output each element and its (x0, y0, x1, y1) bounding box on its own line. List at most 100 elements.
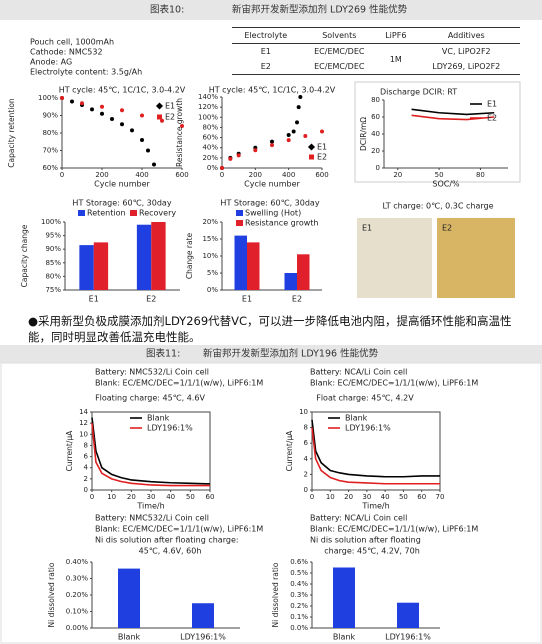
legend-label: LDY196:1% (345, 424, 391, 433)
point (286, 133, 291, 138)
x-tick-label: 50 (435, 171, 444, 179)
table-cell: VC, LiPO2F2 (441, 47, 491, 56)
y-tick-label: 0.4% (290, 580, 308, 588)
photo-title: LT charge: 0℃, 0.3C charge (382, 202, 493, 211)
legend-label: Blank (147, 414, 170, 423)
y-tick-label: 100% (198, 113, 218, 121)
y-tick-label: 60% (202, 134, 218, 142)
y-tick-label: 0.40% (66, 558, 89, 566)
y-tick-label: 2 (84, 475, 88, 483)
y-tick-label: 10 (79, 430, 88, 438)
y-tick-label: 0.2% (290, 602, 308, 610)
cell-info: Electrolyte content: 3.5g/Ah (30, 68, 142, 77)
table-header: Electrolyte (232, 27, 300, 44)
x-tick-label: 0 (60, 171, 64, 179)
y-tick-label: 4 (84, 464, 89, 472)
point (220, 166, 224, 170)
legend-label: E1 (317, 143, 327, 152)
x-tick-label: 10 (107, 493, 116, 501)
y-tick-label: 70% (42, 147, 58, 155)
y-tick-label: 20 (371, 147, 380, 155)
bar (79, 245, 94, 290)
y-tick-label: 40 (371, 130, 380, 138)
point (100, 104, 104, 109)
series-line (411, 108, 495, 116)
point (60, 96, 64, 100)
x-tick-label: 400 (282, 171, 295, 179)
table-cell: 1M (379, 43, 413, 75)
point (110, 117, 114, 121)
point (291, 129, 296, 134)
x-tick-label: 10 (326, 493, 335, 501)
chart-note: Blank: EC/EMC/DEC=1/1/1(w/w), LiPF6:1M (310, 525, 478, 534)
chart-note: Ni dis solution after floating charge: (95, 536, 239, 545)
y-tick-label: 5% (207, 269, 218, 277)
x-tick-label: 0 (220, 171, 224, 179)
chart-note: Battery: NCA/Li Coin cell (310, 368, 407, 377)
x-tick-label: LDY196:1% (385, 633, 431, 642)
y-tick-label: 15% (202, 235, 218, 243)
y-tick-label: 20% (202, 218, 218, 226)
y-tick-label: 8 (304, 424, 308, 432)
legend-marker (307, 143, 316, 151)
x-tick-label: Blank (118, 633, 141, 642)
point (320, 129, 324, 134)
point (146, 148, 150, 153)
y-tick-label: 95% (45, 232, 61, 240)
table-cell: EC/EMC/DEC (299, 59, 380, 75)
point (270, 143, 274, 148)
chart-note: Battery: NMC532/Li Coin cell (95, 514, 209, 523)
y-axis-label: Change rate (185, 232, 194, 279)
table-header: LiPF6 (379, 27, 413, 44)
photo-label: E2 (442, 224, 452, 233)
y-axis-label: Current/μA (65, 430, 74, 471)
x-tick-label: E1 (242, 295, 252, 304)
x-tick-label: 50 (399, 493, 408, 501)
legend-marker (236, 210, 243, 216)
y-tick-label: 40% (202, 144, 218, 152)
legend-marker (78, 210, 85, 216)
cell-info: Cathode: NMC532 (30, 48, 103, 57)
x-tick-label: 40 (166, 493, 175, 501)
y-tick-label: 2 (304, 470, 308, 478)
point (270, 139, 274, 144)
x-tick-label: 40 (381, 493, 390, 501)
chart-title: Float charge: 45℃, 4.2V (316, 394, 414, 403)
chart-note: Ni dis solution after floating (310, 536, 421, 545)
legend-marker (309, 154, 314, 160)
chart-note: Blank: EC/EMC/DEC=1/1/1(w/w), LiPF6:1M (95, 379, 263, 388)
y-tick-label: 0.10% (66, 608, 89, 616)
legend-label: LDY196:1% (147, 424, 193, 433)
y-tick-label: 90% (45, 245, 61, 253)
legend-label: Recovery (139, 209, 176, 218)
y-tick-label: 140% (198, 93, 218, 101)
point (140, 113, 144, 118)
x-tick-label: 70 (436, 493, 445, 501)
chart-title: HT Storage: 60℃, 30day (72, 199, 171, 208)
y-tick-label: 0.1% (290, 613, 308, 621)
y-axis-label: DCIR/mΩ (359, 117, 368, 151)
y-tick-label: 14 (79, 408, 88, 416)
y-axis-label: Ni dissolved ratio (47, 562, 56, 627)
x-tick-label: E2 (146, 295, 156, 304)
legend-label: E2 (487, 114, 497, 123)
point (180, 124, 184, 128)
point (90, 107, 94, 112)
y-axis-label: Resistance growth (175, 98, 184, 167)
chart-note: Battery: NCA/Li Coin cell (310, 514, 407, 523)
y-tick-label: 0.30% (66, 575, 89, 583)
y-tick-label: 8 (84, 441, 88, 449)
y-tick-label: 80% (202, 123, 218, 131)
legend-label: Retention (87, 209, 126, 218)
x-tick-label: 80 (476, 171, 485, 179)
x-tick-label: 30 (147, 493, 156, 501)
chart-title: Discharge DCIR: RT (380, 88, 457, 97)
chart-title: Floating charge: 45℃, 4.6V (95, 394, 205, 403)
y-tick-label: 12 (79, 419, 88, 427)
table-cell: E2 (232, 59, 300, 75)
bar (247, 242, 260, 290)
y-axis-label: Capacity change (20, 224, 29, 287)
point (228, 156, 233, 161)
photo (437, 218, 515, 298)
